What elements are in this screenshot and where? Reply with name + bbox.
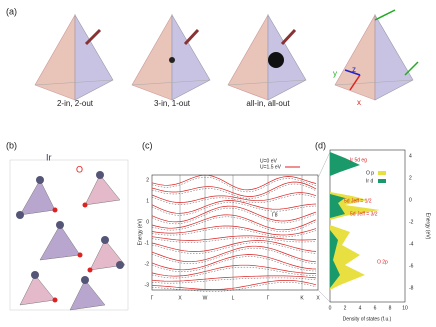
- legend-swatch: [378, 171, 386, 175]
- y-tick-label: -1: [145, 240, 150, 246]
- band-dashed: [151, 216, 317, 233]
- panel-label: (a): [6, 6, 17, 16]
- band: [151, 279, 317, 290]
- tetrahedron: [131, 14, 211, 101]
- y-tick-label: -8: [409, 285, 414, 291]
- x-tick-label: 0: [329, 305, 332, 311]
- band: [151, 245, 317, 263]
- x-tick-label: 10: [402, 305, 408, 311]
- axis-title: Energy (eV): [137, 218, 143, 245]
- y-tick-label: -6: [409, 263, 414, 269]
- panel-label: (c): [142, 140, 153, 150]
- band: [151, 174, 317, 191]
- y-tick-label: -3: [145, 282, 150, 288]
- config-label: 2-in, 2-out: [57, 99, 94, 108]
- band-dashed: [151, 202, 317, 216]
- band-dashed: [151, 282, 317, 292]
- x-tick-label: 2: [344, 305, 347, 311]
- band-dashed: [151, 237, 317, 243]
- annotation: 5d Jeff = 1/2: [344, 198, 372, 204]
- band-dashed: [151, 277, 317, 284]
- band: [151, 264, 317, 277]
- x-tick-label: X: [178, 295, 182, 301]
- band-dashed: [151, 176, 317, 193]
- annotation: Ir 5d eg: [350, 157, 367, 163]
- band: [151, 205, 317, 223]
- x-tick-label: 4: [359, 305, 362, 311]
- band-dashed: [151, 194, 317, 205]
- axis-label: y: [333, 69, 337, 78]
- legend-label: U=1.5 eV: [260, 164, 282, 170]
- legend-label: U=0 eV: [260, 158, 277, 164]
- axis-title: Density of states (f.u.): [343, 316, 392, 322]
- band-dashed: [151, 242, 317, 254]
- band: [151, 181, 317, 197]
- x-tick-label: 8: [389, 305, 392, 311]
- x-tick-label: Γ: [151, 295, 154, 301]
- band: [151, 225, 317, 236]
- config-label: 3-in, 1-out: [154, 99, 191, 108]
- tetrahedron: [227, 14, 307, 101]
- legend-label: O p: [366, 170, 374, 176]
- axis-label: z: [352, 65, 356, 74]
- band-dashed: [151, 256, 317, 273]
- x-tick-label: K: [300, 295, 304, 301]
- band-dashed: [151, 267, 317, 279]
- y-tick-label: -2: [145, 261, 150, 267]
- y-tick-label: 0: [146, 219, 149, 225]
- y-tick-label: 2: [409, 175, 412, 181]
- x-tick-label: W: [203, 295, 208, 301]
- annotation: Γ8: [272, 212, 278, 218]
- y-tick-label: -2: [409, 219, 414, 225]
- y-tick-label: -4: [409, 241, 414, 247]
- band: [151, 254, 317, 271]
- axis-label: x: [357, 98, 361, 107]
- atom-label: O: [76, 164, 83, 174]
- tetrahedron: [34, 14, 114, 101]
- legend-swatch: [378, 179, 386, 183]
- band: [151, 214, 317, 231]
- x-tick-label: Γ: [267, 295, 270, 301]
- band-dashed: [151, 248, 317, 264]
- band-dashed: [151, 207, 317, 225]
- annotation: 5d Jeff = 3/2: [350, 211, 378, 217]
- band-dashed: [151, 227, 317, 238]
- annotation: O 2p: [377, 259, 388, 265]
- x-tick-label: L: [232, 295, 235, 301]
- band-structure: [151, 174, 319, 292]
- band: [151, 240, 317, 252]
- band-dashed: [151, 183, 317, 199]
- y-tick-label: 2: [146, 177, 149, 183]
- band: [151, 275, 317, 282]
- band: [151, 200, 317, 214]
- band: [151, 192, 317, 203]
- crystal: [9, 159, 129, 311]
- x-tick-label: X: [316, 295, 320, 301]
- axis-title: Energy (eV): [425, 213, 431, 240]
- band: [151, 235, 317, 241]
- y-tick-label: 4: [409, 153, 412, 159]
- config-label: all-in, all-out: [246, 99, 290, 108]
- tetrahedron: [334, 9, 419, 101]
- panel-label: (b): [6, 140, 17, 150]
- x-tick-label: 6: [374, 305, 377, 311]
- panel-label: (d): [315, 140, 326, 150]
- y-tick-label: 0: [409, 197, 412, 203]
- atom-label: Ir: [46, 152, 52, 162]
- legend-label: Ir d: [366, 178, 373, 184]
- y-tick-label: 1: [146, 198, 149, 204]
- dos: [329, 149, 406, 303]
